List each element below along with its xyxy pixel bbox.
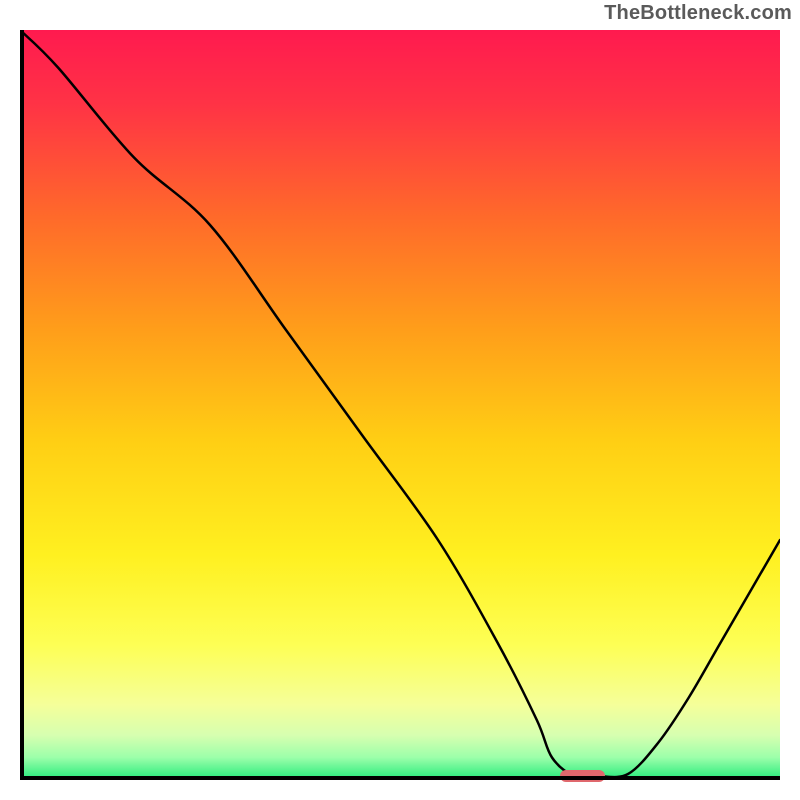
chart-container: TheBottleneck.com [0,0,800,800]
x-axis-border [20,776,780,780]
y-axis-border [20,30,24,780]
watermark-text: TheBottleneck.com [604,2,792,25]
bottleneck-curve [20,30,780,780]
plot-area [20,30,780,780]
